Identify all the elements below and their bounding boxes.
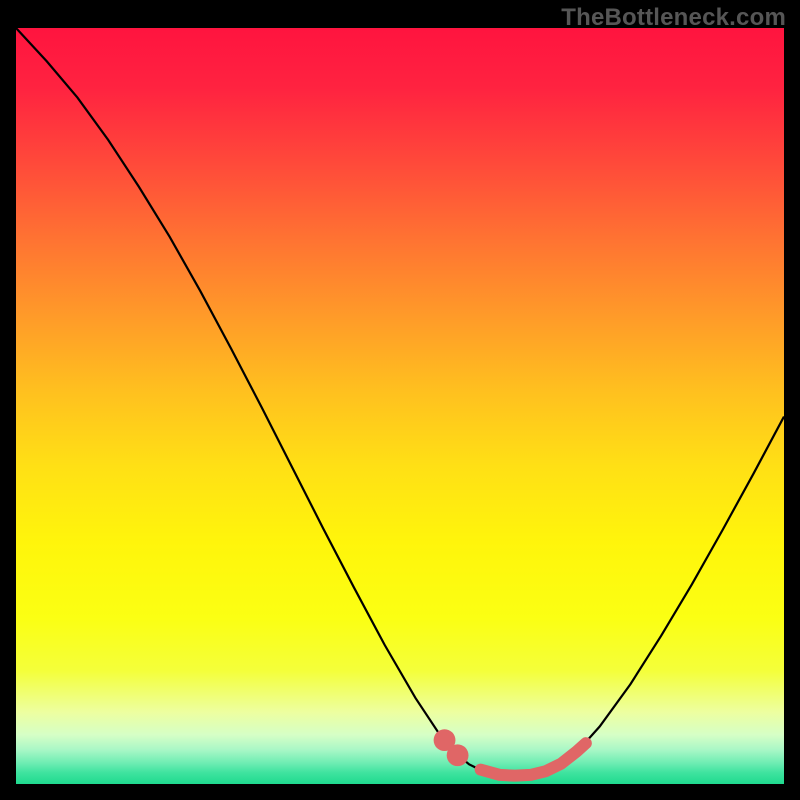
plot-area [16, 28, 784, 784]
watermark-text: TheBottleneck.com [561, 4, 786, 32]
highlight-dot [447, 744, 469, 766]
chart-container: TheBottleneck.com [0, 0, 800, 800]
chart-svg [16, 28, 784, 784]
